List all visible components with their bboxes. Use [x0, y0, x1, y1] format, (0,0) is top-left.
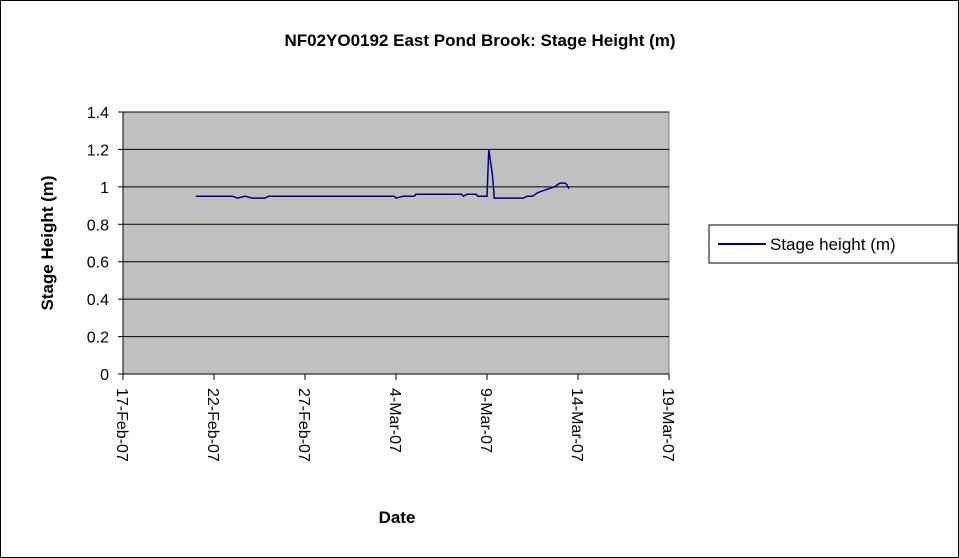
x-tick-label: 14-Mar-07 [568, 388, 585, 462]
plot-area [122, 111, 670, 375]
y-tick-label: 0.8 [87, 217, 109, 234]
x-tick-label: 9-Mar-07 [477, 388, 494, 453]
x-tick-label: 27-Feb-07 [295, 388, 312, 462]
y-axis-title: Stage Height (m) [38, 175, 57, 310]
y-tick-label: 0 [100, 367, 109, 384]
x-axis-title: Date [379, 508, 416, 527]
x-tick-label: 19-Mar-07 [659, 388, 676, 462]
series-line [195, 149, 570, 199]
x-tick-labels: 17-Feb-07 22-Feb-07 27-Feb-07 4-Mar-07 9-Mar… [113, 388, 676, 462]
legend: Stage height (m) [708, 224, 958, 264]
x-tick-label: 4-Mar-07 [386, 388, 403, 453]
y-tick-label: 0.4 [87, 292, 109, 309]
y-tick-label: 1.4 [87, 105, 109, 122]
x-tick-label: 17-Feb-07 [113, 388, 130, 462]
y-tick-label: 1.2 [87, 142, 109, 159]
gridlines [123, 111, 669, 338]
legend-label: Stage height (m) [770, 235, 896, 254]
y-tick-labels: 0 0.2 0.4 0.6 0.8 1 1.2 1.4 [87, 105, 109, 384]
y-tick-label: 0.2 [87, 330, 109, 347]
axes [118, 111, 670, 380]
x-tick-label: 22-Feb-07 [204, 388, 221, 462]
chart-title: NF02YO0192 East Pond Brook: Stage Height… [284, 31, 675, 50]
y-tick-label: 1 [100, 180, 109, 197]
y-tick-label: 0.6 [87, 255, 109, 272]
series-group [195, 149, 570, 199]
